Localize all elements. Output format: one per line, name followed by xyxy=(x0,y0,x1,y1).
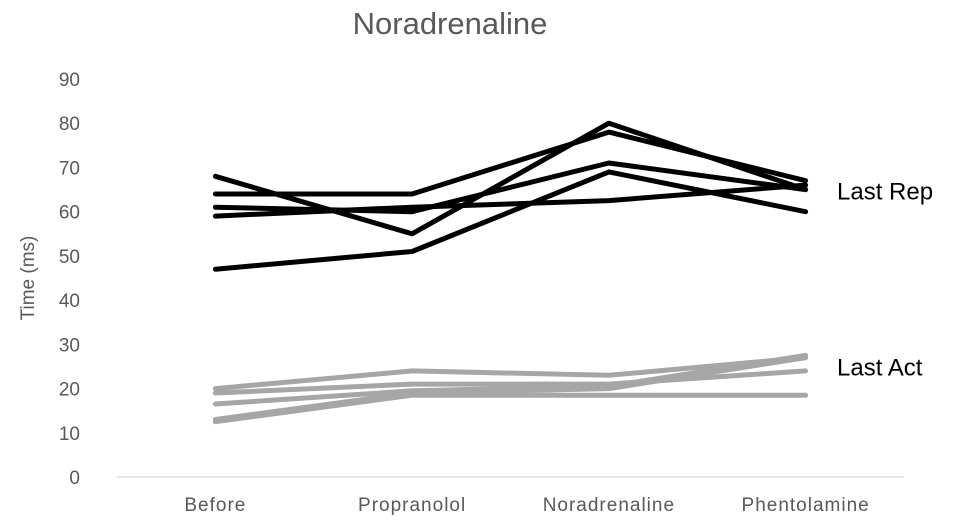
y-tick-label: 90 xyxy=(59,70,80,91)
y-tick-label: 0 xyxy=(69,468,80,489)
series-line xyxy=(212,368,809,396)
y-tick-label: 10 xyxy=(59,424,80,445)
y-tick-label: 20 xyxy=(59,380,80,401)
y-axis-label: Time (ms) xyxy=(18,236,39,321)
x-tick-label: Phentolamine xyxy=(742,495,870,516)
y-tick-label: 50 xyxy=(59,247,80,268)
series-lines xyxy=(212,120,809,425)
y-tick-label: 60 xyxy=(59,203,80,224)
series-line xyxy=(212,355,809,422)
y-tick-label: 70 xyxy=(59,158,80,179)
y-tick-label: 40 xyxy=(59,291,80,312)
y-tick-label: 30 xyxy=(59,335,80,356)
x-tick-label: Propranolol xyxy=(358,495,466,516)
series-line xyxy=(212,129,809,197)
chart-title: Noradrenaline xyxy=(353,6,548,41)
y-axis-ticks: 0 10 20 30 40 50 60 70 80 90 xyxy=(59,70,80,489)
y-tick-label: 80 xyxy=(59,114,80,135)
x-tick-label: Noradrenaline xyxy=(543,495,675,516)
series-line xyxy=(212,355,809,392)
group-label: Last Rep xyxy=(837,178,933,205)
series-line xyxy=(212,169,809,272)
group-label: Last Act xyxy=(837,354,923,381)
x-tick-label: Before xyxy=(184,495,246,516)
group-labels: Last Rep Last Act xyxy=(837,178,933,381)
x-axis-ticks: Before Propranolol Noradrenaline Phentolami… xyxy=(184,495,870,516)
